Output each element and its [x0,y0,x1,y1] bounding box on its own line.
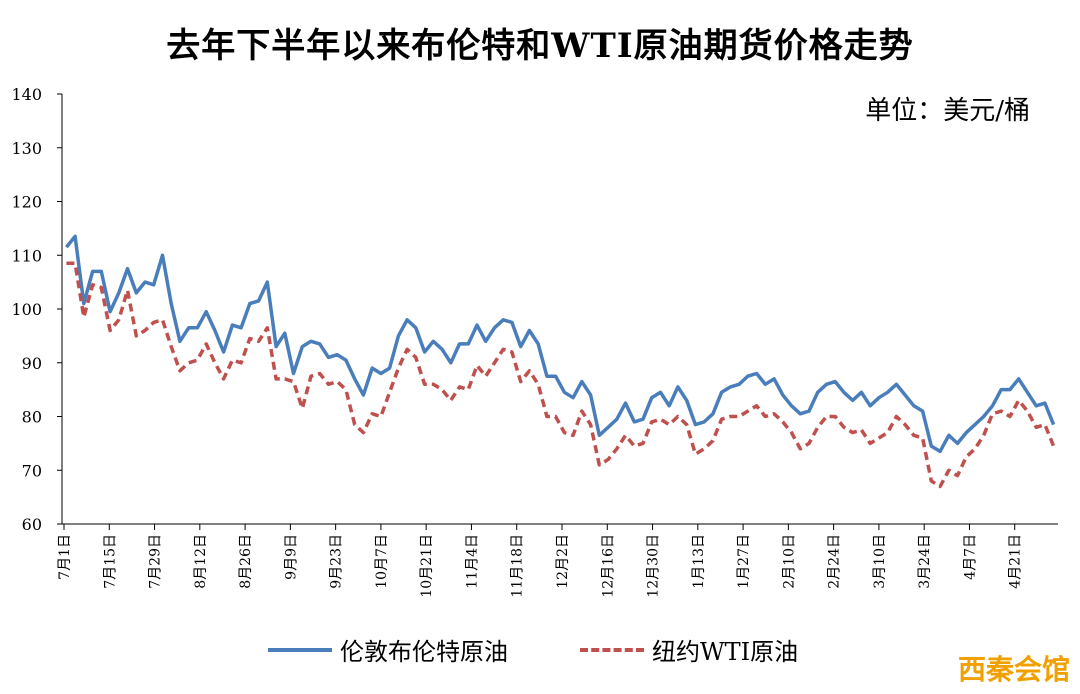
series-line-brent [65,234,1056,454]
unit-label: 单位：美元/桶 [865,96,1030,126]
x-tick-label: 11月18日 [510,534,526,598]
y-tick-label: 130 [11,139,42,158]
x-tick-label: 10月21日 [419,534,435,598]
x-tick-label: 7月15日 [102,534,118,589]
x-tick-label: 2月10日 [781,534,797,589]
legend-label-wti: 纽约WTI原油 [652,638,799,666]
legend-item-brent: 伦敦布伦特原油 [268,632,508,667]
x-tick-label: 9月23日 [329,534,345,589]
x-tick-label: 10月7日 [374,534,390,589]
x-tick-label: 1月27日 [736,534,752,589]
y-tick-label: 140 [11,85,42,104]
x-tick-label: 9月9日 [283,534,299,580]
x-axis-ticks: 7月1日 7月15日 7月29日 8月12日 8月26日 9月9日 9月23日 10月7日 10… [57,524,1024,598]
x-tick-label: 8月26日 [238,534,254,589]
y-tick-label: 100 [11,300,42,319]
x-tick-label: 2月24日 [827,534,843,589]
x-tick-label: 12月30日 [646,534,662,598]
y-tick-label: 110 [11,246,42,265]
x-tick-label: 4月21日 [1008,534,1024,589]
x-tick-label: 7月29日 [148,534,164,589]
y-tick-label: 80 [22,408,42,427]
x-tick-label: 7月1日 [57,534,73,580]
y-tick-label: 60 [22,515,42,534]
x-tick-label: 3月10日 [872,534,888,589]
legend-swatch-wti [580,647,644,652]
y-tick-label: 90 [22,354,42,373]
legend-item-wti: 纽约WTI原油 [580,632,798,667]
x-tick-label: 8月12日 [193,534,209,589]
legend-label-brent: 伦敦布伦特原油 [340,638,508,666]
x-tick-label: 1月13日 [691,534,707,589]
y-tick-label: 120 [11,193,42,212]
chart-title: 去年下半年以来布伦特和WTI原油期货价格走势 [166,26,914,66]
series-line-wti [66,261,1056,489]
watermark-logo: 西秦会馆 [957,653,1070,686]
legend: 伦敦布伦特原油 纽约WTI原油 [0,632,1080,672]
series-lines [65,234,1056,489]
x-tick-label: 11月4日 [464,534,480,589]
x-tick-label: 3月24日 [917,534,933,589]
y-tick-label: 70 [22,461,42,480]
x-tick-label: 12月2日 [555,534,571,589]
axes [61,94,1058,525]
x-tick-label: 12月16日 [600,534,616,598]
y-axis-ticks: 60 70 80 90 100 110 120 130 140 [11,85,62,534]
x-tick-label: 4月7日 [962,534,978,580]
legend-swatch-brent [268,647,332,652]
